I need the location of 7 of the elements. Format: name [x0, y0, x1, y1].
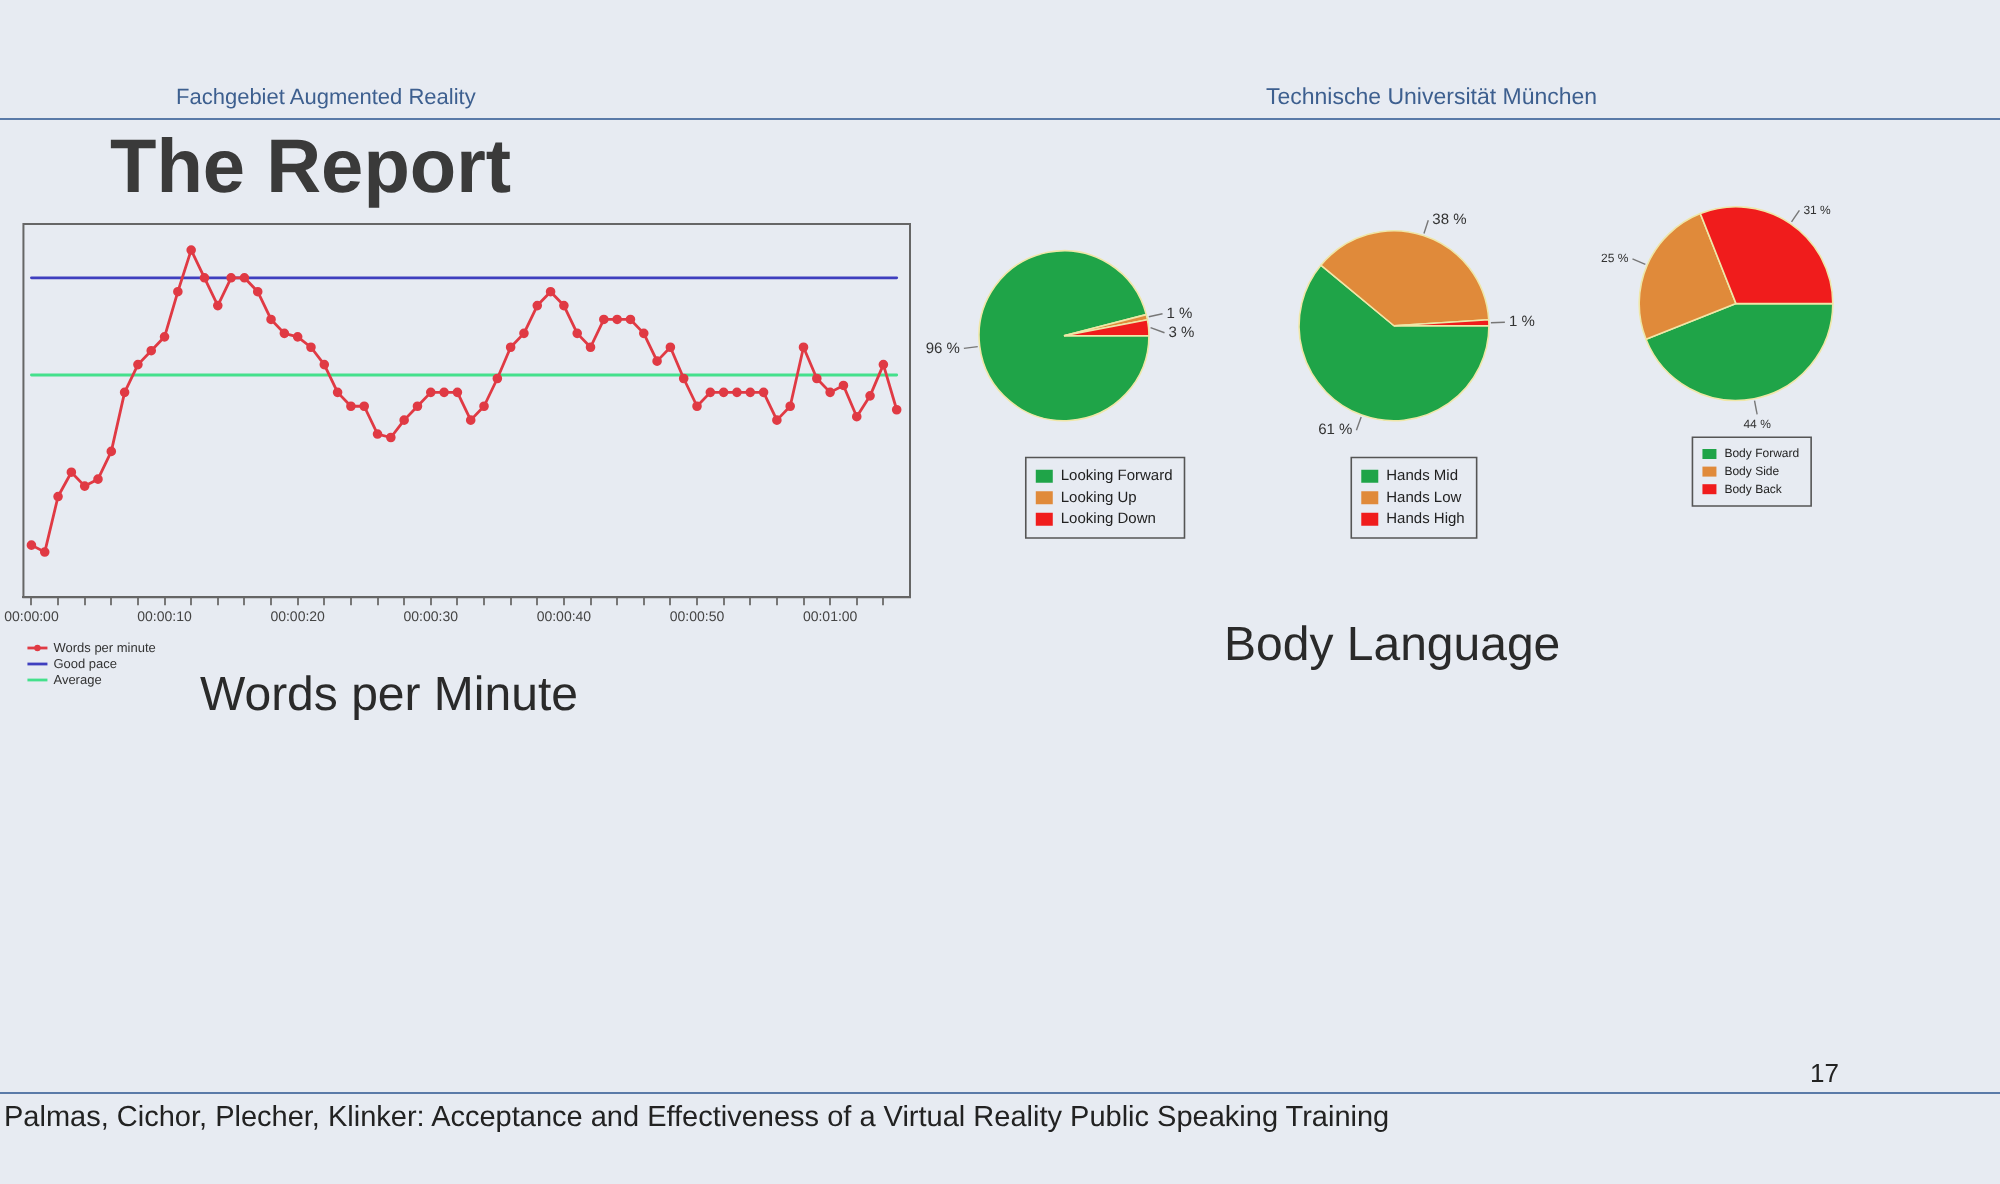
- text: Palmas, Cichor, Plecher, Klinker: Acceptance and Effectiveness of a Virtual Reality Public Speaking Training: [4, 1102, 1390, 1137]
- text: Fachgebiet Augmented Reality: [176, 86, 476, 113]
- text: 17: [1810, 1058, 1839, 1090]
- text: Words per Minute: [200, 668, 578, 726]
- text: The Report: [110, 124, 512, 214]
- text: Body Language: [1224, 618, 1561, 676]
- text: Technische Universität München: [1266, 86, 1598, 114]
